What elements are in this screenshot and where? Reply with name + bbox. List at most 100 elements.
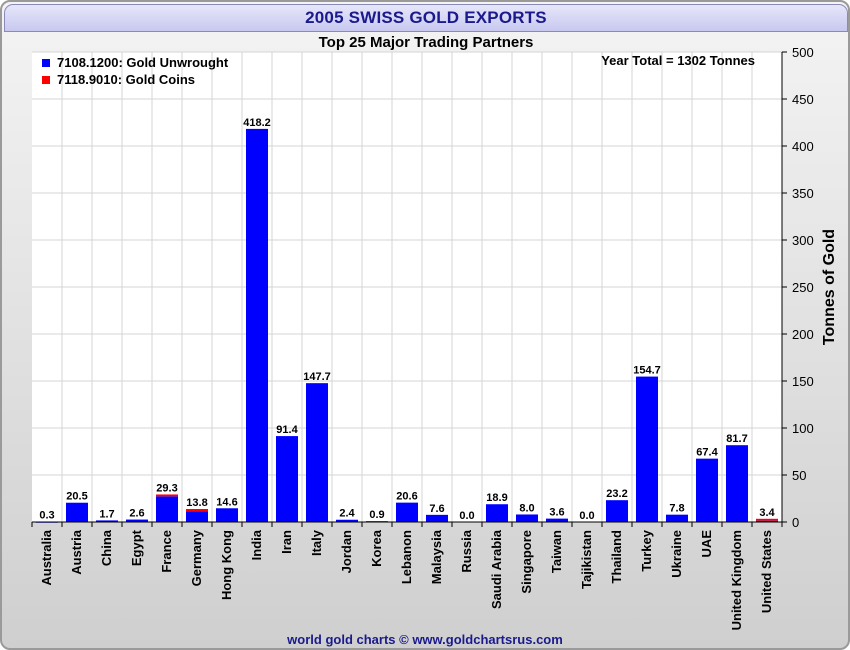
- data-label-singapore: 8.0: [519, 502, 534, 514]
- data-label-russia: 0.0: [459, 510, 474, 522]
- category-label-jordan: Jordan: [339, 530, 354, 573]
- data-label-tajikistan: 0.0: [579, 510, 594, 522]
- category-label-hong-kong: Hong Kong: [219, 530, 234, 600]
- bar-saudi-arabia-unwrought: [486, 504, 508, 522]
- bar-jordan-unwrought: [336, 519, 358, 522]
- data-label-hong-kong: 14.6: [216, 496, 237, 508]
- category-label-lebanon: Lebanon: [399, 530, 414, 584]
- bar-singapore-unwrought: [516, 514, 538, 522]
- data-label-lebanon: 20.6: [396, 491, 417, 503]
- bar-india-unwrought: [246, 128, 268, 522]
- category-label-iran: Iran: [279, 530, 294, 554]
- grid: [32, 51, 782, 522]
- bar-united-kingdom-unwrought: [726, 445, 748, 522]
- category-label-korea: Korea: [369, 529, 384, 567]
- bar-turkey-unwrought: [636, 376, 658, 522]
- category-label-china: China: [99, 529, 114, 566]
- bar-iran-unwrought: [276, 436, 298, 522]
- bar-france-unwrought: [156, 496, 178, 522]
- bar-ukraine-unwrought: [666, 514, 688, 522]
- category-label-singapore: Singapore: [519, 530, 534, 594]
- category-label-thailand: Thailand: [609, 530, 624, 584]
- y-tick-label-0: 0: [792, 515, 799, 530]
- y-tick-label-500: 500: [792, 45, 814, 60]
- category-label-australia: Australia: [39, 529, 54, 585]
- bar-thailand-unwrought: [606, 500, 628, 522]
- bar-taiwan-unwrought: [546, 518, 568, 522]
- data-label-france: 29.3: [156, 482, 177, 494]
- bar-germany-unwrought: [186, 511, 208, 522]
- title-bar: 2005 SWISS GOLD EXPORTS: [4, 4, 848, 32]
- data-label-germany: 13.8: [186, 497, 207, 509]
- data-label-uae: 67.4: [696, 447, 718, 459]
- data-label-saudi-arabia: 18.9: [486, 492, 507, 504]
- category-label-turkey: Turkey: [639, 529, 654, 571]
- category-label-russia: Russia: [459, 529, 474, 572]
- data-label-malaysia: 7.6: [429, 503, 444, 515]
- axes: Australia Austria China Egypt France Germany H…: [31, 45, 814, 630]
- category-label-austria: Austria: [69, 529, 84, 575]
- y-tick-label-200: 200: [792, 327, 814, 342]
- data-label-italy: 147.7: [303, 371, 331, 383]
- category-label-united-states: United States: [759, 530, 774, 613]
- bar-germany-coins: [186, 509, 208, 512]
- y-tick-label-150: 150: [792, 374, 814, 389]
- category-label-uae: UAE: [699, 530, 714, 558]
- bar-lebanon-unwrought: [396, 502, 418, 522]
- category-label-france: France: [159, 530, 174, 573]
- y-tick-label-400: 400: [792, 139, 814, 154]
- category-label-taiwan: Taiwan: [549, 530, 564, 573]
- data-label-thailand: 23.2: [606, 488, 627, 500]
- bar-china-unwrought: [96, 520, 118, 522]
- y-tick-label-350: 350: [792, 186, 814, 201]
- main-title: 2005 SWISS GOLD EXPORTS: [305, 8, 547, 27]
- category-label-egypt: Egypt: [129, 529, 144, 566]
- data-label-australia: 0.3: [39, 510, 54, 522]
- category-label-ukraine: Ukraine: [669, 530, 684, 578]
- data-label-ukraine: 7.8: [669, 503, 684, 515]
- data-label-united-kingdom: 81.7: [726, 433, 747, 445]
- bar-uae-unwrought: [696, 458, 718, 522]
- legend-swatch-gold-coins: [42, 76, 50, 84]
- category-label-india: India: [249, 529, 264, 560]
- bar-united-states-coins: [756, 518, 778, 521]
- category-label-tajikistan: Tajikistan: [579, 530, 594, 589]
- data-label-india: 418.2: [243, 117, 271, 129]
- category-label-saudi-arabia: Saudi Arabia: [489, 529, 504, 609]
- data-label-china: 1.7: [99, 508, 114, 520]
- bars: 0.3 20.5 1.7 2.6 29.3 13.8 14.6 418.2 91.4 147.7 2…: [36, 117, 778, 523]
- legend-label-gold-coins: 7118.9010: Gold Coins: [57, 72, 195, 87]
- bar-united-states-unwrought: [756, 520, 778, 522]
- y-tick-label-250: 250: [792, 280, 814, 295]
- legend: 7108.1200: Gold Unwrought 7118.9010: Gol…: [42, 55, 229, 87]
- data-label-jordan: 2.4: [339, 508, 355, 520]
- bar-austria-unwrought: [66, 502, 88, 522]
- category-label-united-kingdom: United Kingdom: [729, 530, 744, 630]
- category-label-germany: Germany: [189, 529, 204, 586]
- footer-credit: world gold charts © www.goldchartsrus.co…: [287, 632, 563, 647]
- bar-malaysia-unwrought: [426, 514, 448, 522]
- legend-label-gold-unwrought: 7108.1200: Gold Unwrought: [57, 55, 229, 70]
- year-total-annotation: Year Total = 1302 Tonnes: [601, 53, 755, 68]
- category-label-malaysia: Malaysia: [429, 529, 444, 584]
- data-label-iran: 91.4: [276, 424, 298, 436]
- y-axis-label: Tonnes of Gold: [821, 229, 838, 345]
- category-label-italy: Italy: [309, 529, 324, 556]
- data-label-turkey: 154.7: [633, 365, 661, 377]
- bar-egypt-unwrought: [126, 519, 148, 522]
- data-label-egypt: 2.6: [129, 508, 144, 520]
- bar-france-coins: [156, 494, 178, 497]
- y-tick-label-100: 100: [792, 421, 814, 436]
- legend-swatch-gold-unwrought: [42, 59, 50, 67]
- y-tick-label-300: 300: [792, 233, 814, 248]
- data-label-taiwan: 3.6: [549, 507, 564, 519]
- chart-subtitle: Top 25 Major Trading Partners: [319, 34, 534, 51]
- data-label-korea: 0.9: [369, 509, 384, 521]
- bar-italy-unwrought: [306, 383, 328, 522]
- data-label-austria: 20.5: [66, 491, 87, 503]
- data-label-united-states: 3.4: [759, 507, 775, 519]
- bar-hong-kong-unwrought: [216, 508, 238, 522]
- y-tick-label-450: 450: [792, 92, 814, 107]
